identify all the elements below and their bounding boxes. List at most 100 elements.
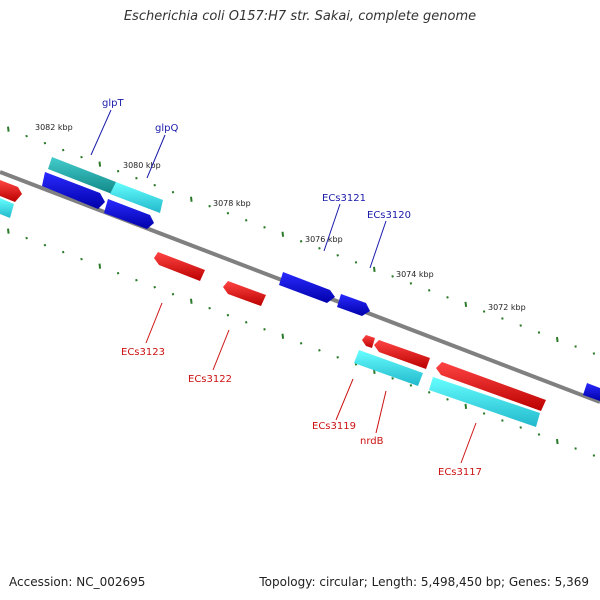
minor-tick [446,398,449,401]
gene-label-ECs3121[interactable]: ECs3121 [322,193,366,204]
gene-glpT-light[interactable] [48,157,116,194]
tick-label: 3082 kbp [35,123,73,132]
gene-ECs3122[interactable] [223,281,266,306]
gene-label-ECs3120[interactable]: ECs3120 [367,210,411,221]
minor-tick [592,454,596,457]
outer-ticks [7,126,596,355]
major-tick [373,266,376,273]
minor-tick [244,321,248,324]
reverse-strand-genes [154,252,546,427]
minor-tick [519,324,522,327]
gene-label-ECs3119[interactable]: ECs3119 [312,421,356,432]
reverse-gene-labels: ECs3123 ECs3122 ECs3119 nrdB ECs3117 [121,302,482,478]
inner-ticks [7,228,596,457]
minor-tick [299,240,303,243]
minor-tick [116,169,120,173]
minor-tick [116,271,120,275]
minor-tick [574,447,577,450]
tick-label: 3074 kbp [396,270,434,279]
gene-nrdB-light[interactable] [354,350,423,386]
gene-label-ECs3123[interactable]: ECs3123 [121,347,165,358]
minor-tick [153,183,156,187]
gene-label-ECs3117[interactable]: ECs3117 [438,467,482,478]
tick-label: 3080 kbp [123,161,161,170]
gene-partial-left-cyan[interactable] [0,198,14,218]
gene-label-glpT[interactable]: glpT [102,98,124,109]
major-tick [7,126,10,132]
minor-tick [80,257,83,261]
minor-tick [208,204,211,208]
minor-tick [336,356,339,359]
minor-tick [574,345,577,348]
gene-label-ECs3122[interactable]: ECs3122 [188,374,232,385]
forward-strand-genes [0,157,600,401]
minor-tick [409,282,413,285]
minor-tick [244,219,248,222]
gene-glpT[interactable] [42,172,105,209]
gene-ECs3117-light[interactable] [429,377,540,427]
major-tick [98,161,102,167]
minor-tick [80,155,83,159]
gene-ECs3121[interactable] [279,272,335,303]
minor-tick [25,134,28,138]
minor-tick [135,176,138,180]
minor-tick [25,236,28,240]
leader-line [212,329,230,371]
major-tick [556,438,559,445]
leader-line [145,302,163,344]
minor-tick [263,226,266,229]
major-tick [464,301,468,308]
tick-label: 3072 kbp [488,303,526,312]
minor-tick [519,426,522,429]
minor-tick [592,352,596,355]
major-tick [281,231,285,237]
map-title: Escherichia coli O157:H7 str. Sakai, com… [123,9,477,24]
leader-line [335,378,354,421]
major-tick [98,263,102,269]
gene-ECs3119-small[interactable] [362,335,375,348]
gene-nrdB[interactable] [374,340,430,369]
minor-tick [171,190,175,194]
minor-tick [482,412,486,415]
minor-tick [446,296,449,299]
gene-partial-right-blue[interactable] [583,383,600,401]
major-tick [464,403,468,410]
major-tick [281,333,285,339]
minor-tick [226,211,230,215]
gene-label-nrdB[interactable]: nrdB [360,436,384,447]
tick-label: 3076 kbp [305,235,343,244]
minor-tick [537,331,541,334]
minor-tick [501,317,504,320]
leader-line [90,109,112,156]
minor-tick [43,141,47,145]
leader-line [375,390,387,434]
minor-tick [354,363,358,366]
minor-tick [427,289,431,292]
minor-tick [409,384,413,387]
accession-text: Accession: NC_002695 [9,575,146,589]
leader-line [146,134,166,179]
leader-line [460,422,477,464]
gene-glpQ-light[interactable] [110,182,163,213]
gene-partial-left-red[interactable] [0,180,22,202]
major-tick [7,228,10,234]
minor-tick [501,419,504,422]
minor-tick [43,243,47,247]
minor-tick [482,310,486,313]
minor-tick [171,292,175,296]
minor-tick [263,328,266,331]
minor-tick [208,306,211,310]
minor-tick [299,342,303,345]
minor-tick [391,275,394,278]
gene-glpQ[interactable] [104,199,154,229]
minor-tick [354,261,358,264]
gene-ECs3123[interactable] [154,252,205,281]
forward-gene-labels: glpT glpQ ECs3121 ECs3120 [90,98,411,269]
gene-label-glpQ[interactable]: glpQ [155,123,178,134]
minor-tick [427,391,431,394]
minor-tick [226,313,230,317]
minor-tick [537,433,541,436]
gene-ECs3120[interactable] [337,294,370,316]
gene-ECs3117[interactable] [436,362,546,411]
major-tick [190,196,193,202]
